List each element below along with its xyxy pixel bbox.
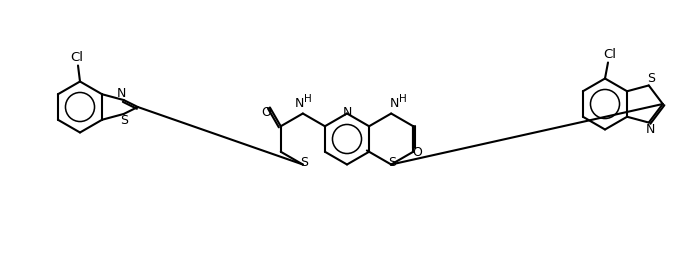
Text: N: N: [117, 87, 126, 100]
Text: O: O: [413, 146, 422, 160]
Text: S: S: [388, 156, 396, 169]
Text: N: N: [295, 97, 305, 110]
Text: S: S: [120, 114, 128, 128]
Text: H: H: [399, 94, 407, 104]
Text: O: O: [261, 106, 271, 119]
Text: S: S: [300, 156, 307, 169]
Text: Cl: Cl: [603, 48, 616, 61]
Text: N: N: [390, 97, 399, 110]
Text: N: N: [646, 123, 656, 136]
Text: H: H: [304, 94, 312, 104]
Text: N: N: [342, 106, 352, 119]
Text: S: S: [647, 72, 655, 85]
Text: Cl: Cl: [70, 51, 84, 64]
